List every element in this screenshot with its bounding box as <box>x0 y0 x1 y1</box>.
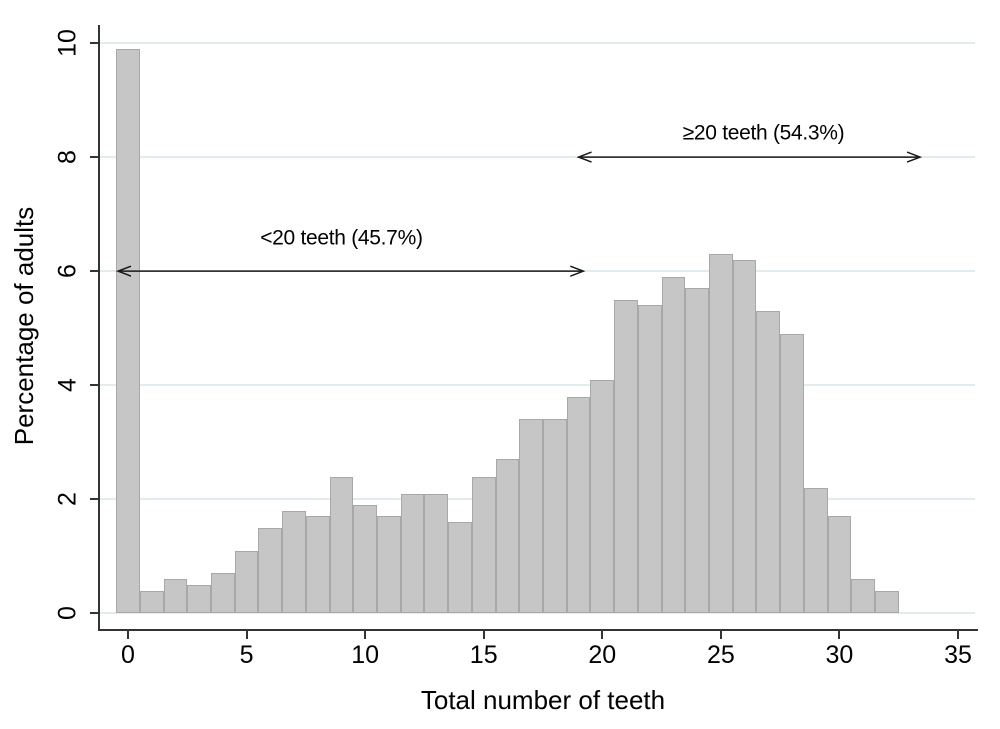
gridline <box>100 156 975 159</box>
histogram-bar <box>519 419 543 614</box>
histogram-bar <box>614 299 638 614</box>
histogram-bar <box>708 254 733 614</box>
histogram-bar <box>234 550 259 614</box>
x-tick <box>364 631 367 639</box>
y-tick-label: 10 <box>53 29 82 57</box>
y-tick <box>90 270 98 273</box>
y-axis-title: Percentage of adults <box>9 206 39 446</box>
histogram-bar <box>874 590 899 614</box>
histogram-bar <box>732 259 757 614</box>
histogram-bar <box>187 584 211 614</box>
gridline <box>100 42 975 44</box>
x-tick-label: 0 <box>121 641 135 669</box>
x-tick <box>482 631 485 639</box>
histogram-bar <box>566 396 591 614</box>
x-tick-label: 30 <box>825 641 854 669</box>
histogram-bar <box>448 522 472 614</box>
y-tick <box>90 42 98 44</box>
x-tick-label: 20 <box>588 641 617 669</box>
y-tick <box>90 612 98 615</box>
histogram-bar <box>827 516 852 614</box>
histogram-bar <box>376 516 401 614</box>
histogram-bar <box>258 527 283 614</box>
x-axis-title: Total number of teeth <box>420 685 666 715</box>
x-tick-label: 35 <box>944 641 972 669</box>
x-tick <box>601 631 604 639</box>
histogram-bar <box>637 305 662 614</box>
x-tick <box>127 631 129 639</box>
y-tick-label: 2 <box>53 492 82 507</box>
histogram-bar <box>139 590 164 614</box>
y-tick <box>90 498 98 501</box>
gridline <box>100 612 975 615</box>
annotation-label: <20 teeth (45.7%) <box>260 226 423 250</box>
x-tick <box>956 631 959 639</box>
histogram-bar <box>282 510 306 614</box>
histogram-bar <box>756 311 781 614</box>
y-tick-label: 8 <box>53 150 82 165</box>
x-tick <box>719 631 722 639</box>
histogram-bar <box>305 516 330 614</box>
histogram-bar <box>116 48 140 614</box>
gridline <box>100 384 975 387</box>
histogram-bar <box>803 487 828 614</box>
histogram-bar <box>542 419 567 614</box>
histogram-bar <box>851 579 875 614</box>
x-tick <box>838 631 841 639</box>
histogram-bar <box>685 288 709 614</box>
x-tick-label: 5 <box>239 641 254 669</box>
x-tick-label: 10 <box>351 641 380 669</box>
histogram-bar <box>495 459 520 614</box>
y-axis-line <box>98 25 100 631</box>
x-tick-label: 15 <box>469 641 498 669</box>
histogram-bar <box>780 333 804 614</box>
histogram-bar <box>353 505 377 614</box>
y-tick-label: 4 <box>53 378 82 393</box>
y-tick <box>90 384 98 387</box>
histogram-bar <box>400 493 425 614</box>
x-tick-label: 25 <box>706 641 735 669</box>
histogram-bar <box>329 476 354 614</box>
histogram-bar <box>424 493 449 614</box>
gridline <box>100 270 975 273</box>
y-tick-label: 6 <box>53 264 82 279</box>
histogram-bar <box>163 579 188 614</box>
histogram-bar <box>661 276 686 614</box>
annotation-label: ≥20 teeth (54.3%) <box>682 121 845 145</box>
histogram-bar <box>210 573 235 614</box>
x-tick <box>245 631 248 639</box>
histogram-bar <box>471 476 496 614</box>
y-tick-label: 0 <box>53 606 82 621</box>
histogram-bar <box>590 379 615 614</box>
x-axis-line <box>98 629 978 631</box>
y-tick <box>90 156 98 159</box>
